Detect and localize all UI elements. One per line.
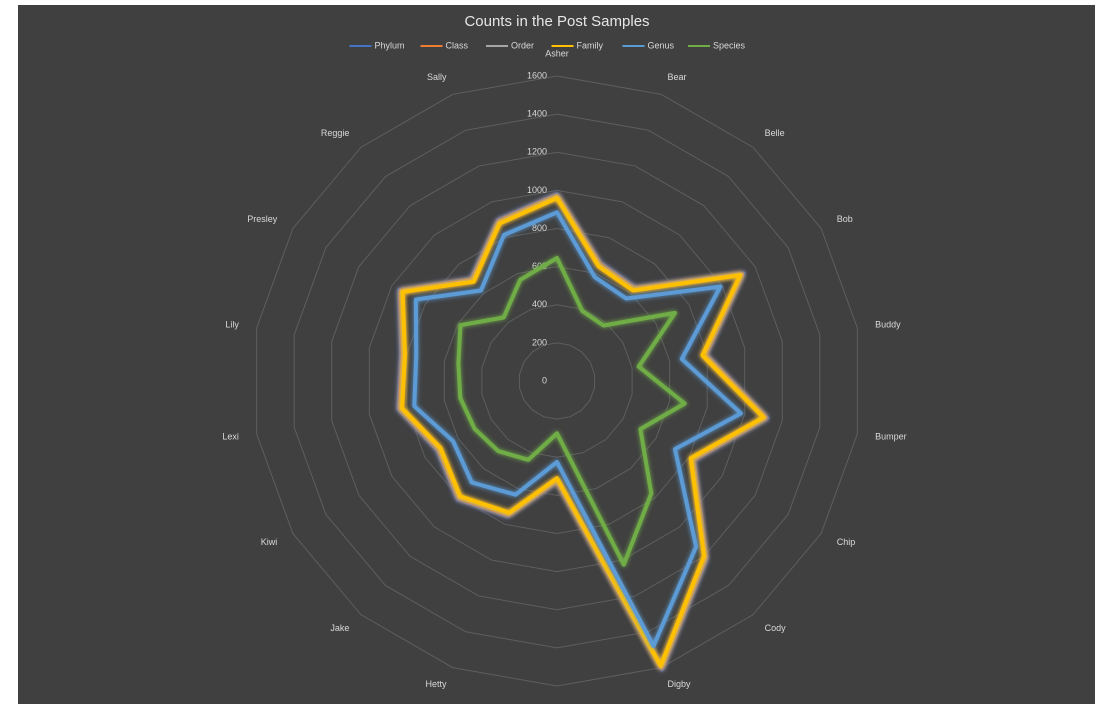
r-tick-label: 800 (532, 223, 547, 233)
category-label: Sally (427, 72, 447, 82)
r-tick-label: 0 (542, 375, 547, 385)
category-label: Cody (765, 623, 787, 633)
grid-ring (331, 151, 783, 611)
category-label: Presley (247, 214, 278, 224)
category-label: Digby (667, 679, 691, 689)
r-tick-label: 1400 (527, 109, 547, 119)
category-label: Belle (765, 128, 785, 138)
category-label: Kiwi (261, 537, 278, 547)
series-line (400, 196, 766, 668)
series-line (456, 256, 687, 567)
legend-label: Species (713, 40, 746, 50)
r-tick-label: 400 (532, 299, 547, 309)
category-label: Chip (837, 537, 856, 547)
r-tick-label: 1200 (527, 147, 547, 157)
legend-label: Phylum (375, 40, 405, 50)
legend-label: Order (511, 40, 534, 50)
series-line (412, 210, 743, 649)
legend-label: Class (446, 40, 469, 50)
legend-label: Family (577, 40, 604, 50)
r-tick-label: 1600 (527, 70, 547, 80)
r-tick-label: 600 (532, 261, 547, 271)
category-label: Hetty (426, 679, 448, 689)
grid-ring (481, 304, 633, 458)
r-tick-label: 1000 (527, 185, 547, 195)
chart-area (18, 5, 1095, 704)
category-label: Lily (225, 319, 239, 329)
category-label: Reggie (321, 128, 350, 138)
category-label: Bob (837, 214, 853, 224)
category-label: Bear (667, 72, 686, 82)
category-label: Lexi (222, 431, 239, 441)
category-label: Asher (545, 48, 569, 58)
grid-ring (256, 75, 858, 687)
grid-ring (406, 227, 708, 535)
category-label: Buddy (875, 319, 901, 329)
grid-ring (293, 113, 821, 649)
grid-ring (518, 342, 596, 420)
legend-label: Genus (648, 40, 675, 50)
chart-title: Counts in the Post Samples (464, 13, 649, 30)
category-label: Bumper (875, 431, 907, 441)
grid-ring (443, 266, 671, 496)
category-label: Jake (330, 623, 349, 633)
r-tick-label: 200 (532, 337, 547, 347)
